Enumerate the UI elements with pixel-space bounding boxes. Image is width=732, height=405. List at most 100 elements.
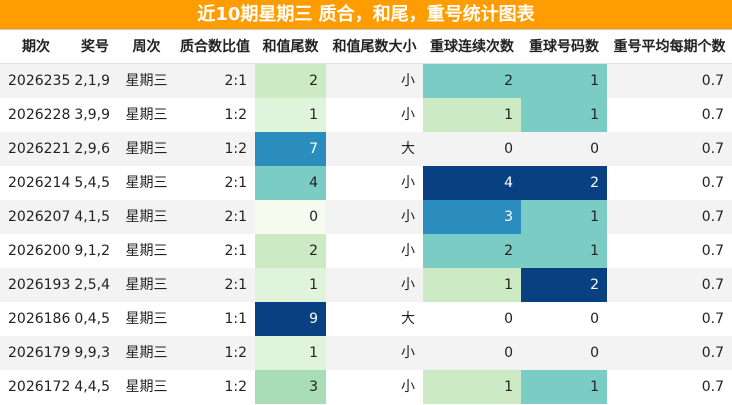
- cell-weekday: 星期三: [125, 175, 168, 191]
- cell-ratio: 2:1: [224, 277, 247, 293]
- cell-avg-repeat: 0.7: [701, 73, 724, 89]
- table-row: 2026179 9,9,3 星期三 1:2 1 小 0 0 0.7: [0, 336, 732, 370]
- cell-repeat-count: 2: [521, 166, 607, 200]
- cell-size: 小: [401, 107, 415, 123]
- cell-avg-repeat: 0.7: [701, 379, 724, 395]
- cell-period: 2026221: [8, 141, 71, 157]
- column-header: 重号平均每期个数: [613, 39, 726, 55]
- table-row: 2026221 2,9,6 星期三 1:2 7 大 0 0 0.7: [0, 132, 732, 166]
- cell-sum-tail: 2: [255, 234, 326, 268]
- cell-ratio: 2:1: [224, 209, 247, 225]
- cell-repeat-count: 0: [590, 141, 599, 157]
- cell-period: 2026193: [8, 277, 71, 293]
- cell-weekday: 星期三: [125, 107, 168, 123]
- cell-numbers: 2,1,9: [74, 73, 110, 89]
- cell-avg-repeat: 0.7: [701, 277, 724, 293]
- cell-repeat-count: 1: [521, 370, 607, 404]
- chart-title: 近10期星期三 质合，和尾，重号统计图表: [0, 0, 732, 30]
- cell-avg-repeat: 0.7: [701, 141, 724, 157]
- table-row: 2026200 9,1,2 星期三 2:1 2 小 2 1 0.7: [0, 234, 732, 268]
- cell-size: 小: [401, 345, 415, 361]
- cell-avg-repeat: 0.7: [701, 345, 724, 361]
- cell-weekday: 星期三: [125, 345, 168, 361]
- table-row: 2026207 4,1,5 星期三 2:1 0 小 3 1 0.7: [0, 200, 732, 234]
- cell-numbers: 2,5,4: [74, 277, 110, 293]
- cell-repeat-count: 1: [521, 98, 607, 132]
- cell-size: 小: [401, 243, 415, 259]
- cell-sum-tail: 4: [255, 166, 326, 200]
- cell-repeat-streak: 1: [423, 268, 521, 302]
- table-row: 2026214 5,4,5 星期三 2:1 4 小 4 2 0.7: [0, 166, 732, 200]
- cell-size: 小: [401, 175, 415, 191]
- cell-numbers: 9,1,2: [74, 243, 110, 259]
- cell-size: 小: [401, 277, 415, 293]
- cell-weekday: 星期三: [125, 311, 168, 327]
- cell-ratio: 1:2: [224, 107, 247, 123]
- cell-repeat-streak: 0: [504, 141, 513, 157]
- cell-size: 小: [401, 73, 415, 89]
- cell-sum-tail: 2: [255, 64, 326, 98]
- column-header: 重球连续次数: [430, 39, 514, 55]
- column-header: 质合数比值: [180, 39, 250, 55]
- cell-ratio: 1:2: [224, 141, 247, 157]
- cell-numbers: 9,9,3: [74, 345, 110, 361]
- cell-period: 2026228: [8, 107, 71, 123]
- cell-size: 大: [401, 311, 415, 327]
- cell-weekday: 星期三: [125, 277, 168, 293]
- cell-period: 2026214: [8, 175, 71, 191]
- cell-period: 2026172: [8, 379, 71, 395]
- cell-size: 大: [401, 141, 415, 157]
- cell-repeat-count: 1: [521, 234, 607, 268]
- table-row: 2026228 3,9,9 星期三 1:2 1 小 1 1 0.7: [0, 98, 732, 132]
- cell-numbers: 3,9,9: [74, 107, 110, 123]
- cell-repeat-streak: 1: [423, 98, 521, 132]
- cell-numbers: 4,1,5: [74, 209, 110, 225]
- cell-size: 小: [401, 209, 415, 225]
- header-row: 期次 奖号 周次 质合数比值 和值尾数 和值尾数大小 重球连续次数 重球号码数 重号平均每期个数: [0, 30, 732, 64]
- cell-repeat-count: 0: [590, 311, 599, 327]
- cell-avg-repeat: 0.7: [701, 209, 724, 225]
- cell-weekday: 星期三: [125, 73, 168, 89]
- cell-period: 2026207: [8, 209, 71, 225]
- cell-ratio: 1:2: [224, 345, 247, 361]
- cell-sum-tail: 9: [255, 302, 326, 336]
- cell-sum-tail: 1: [255, 336, 326, 370]
- cell-avg-repeat: 0.7: [701, 311, 724, 327]
- table-row: 2026172 4,4,5 星期三 1:2 3 小 1 1 0.7: [0, 370, 732, 404]
- cell-sum-tail: 1: [255, 268, 326, 302]
- cell-period: 2026235: [8, 73, 71, 89]
- cell-ratio: 2:1: [224, 73, 247, 89]
- cell-repeat-streak: 2: [423, 64, 521, 98]
- column-header: 奖号: [81, 39, 109, 55]
- cell-numbers: 2,9,6: [74, 141, 110, 157]
- cell-numbers: 5,4,5: [74, 175, 110, 191]
- cell-repeat-streak: 0: [504, 311, 513, 327]
- cell-numbers: 0,4,5: [74, 311, 110, 327]
- cell-avg-repeat: 0.7: [701, 107, 724, 123]
- cell-avg-repeat: 0.7: [701, 243, 724, 259]
- cell-repeat-streak: 4: [423, 166, 521, 200]
- cell-period: 2026179: [8, 345, 71, 361]
- cell-sum-tail: 7: [255, 132, 326, 166]
- cell-numbers: 4,4,5: [74, 379, 110, 395]
- cell-period: 2026200: [8, 243, 71, 259]
- cell-repeat-streak: 3: [423, 200, 521, 234]
- cell-repeat-streak: 1: [423, 370, 521, 404]
- table-row: 2026235 2,1,9 星期三 2:1 2 小 2 1 0.7: [0, 64, 732, 98]
- cell-ratio: 1:2: [224, 379, 247, 395]
- column-header: 和值尾数大小: [332, 39, 417, 55]
- cell-size: 小: [401, 379, 415, 395]
- table-row: 2026193 2,5,4 星期三 2:1 1 小 1 2 0.7: [0, 268, 732, 302]
- cell-avg-repeat: 0.7: [701, 175, 724, 191]
- column-header: 期次: [22, 39, 50, 55]
- cell-repeat-streak: 0: [504, 345, 513, 361]
- cell-weekday: 星期三: [125, 141, 168, 157]
- cell-repeat-count: 1: [521, 200, 607, 234]
- cell-repeat-count: 2: [521, 268, 607, 302]
- table-row: 2026186 0,4,5 星期三 1:1 9 大 0 0 0.7: [0, 302, 732, 336]
- cell-sum-tail: 1: [255, 98, 326, 132]
- cell-weekday: 星期三: [125, 379, 168, 395]
- column-header: 和值尾数: [262, 39, 319, 55]
- cell-sum-tail: 0: [255, 200, 326, 234]
